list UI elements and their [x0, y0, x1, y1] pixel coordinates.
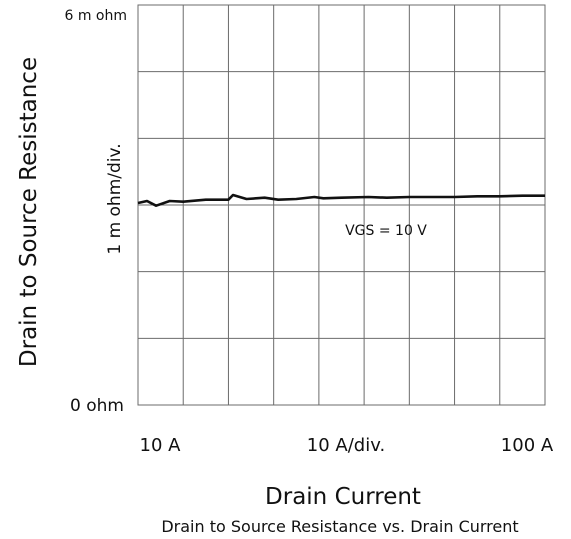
grid: [138, 5, 545, 405]
x-axis-label: Drain Current: [265, 484, 421, 510]
x-tick-right: 100 A: [501, 435, 554, 456]
x-tick-middle: 10 A/div.: [307, 435, 385, 456]
y-scale-label: 1 m ohm/div.: [105, 143, 125, 254]
y-tick-bottom: 0 ohm: [70, 396, 124, 416]
plot-frame: [137, 4, 546, 406]
y-axis-label: Drain to Source Resistance: [16, 57, 42, 367]
vgs-annotation: VGS = 10 V: [345, 223, 427, 239]
x-tick-left: 10 A: [140, 435, 182, 456]
chart-title: Drain to Source Resistance vs. Drain Cur…: [161, 517, 518, 536]
rds-curve: [137, 193, 545, 207]
y-tick-top: 6 m ohm: [64, 8, 127, 24]
